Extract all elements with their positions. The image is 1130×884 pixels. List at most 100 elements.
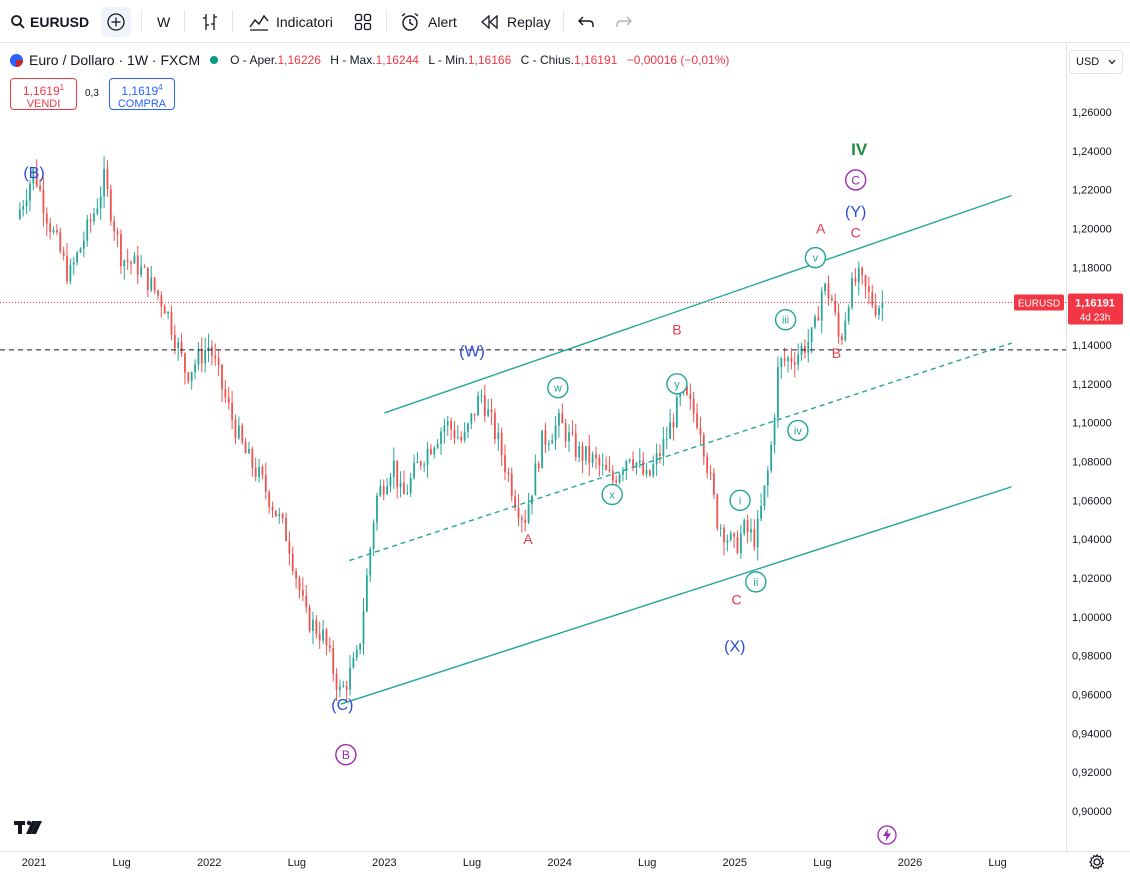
axes: 1,260001,240001,220001,200001,180001,160…: [22, 107, 1123, 869]
candle-body: [382, 486, 385, 495]
replay-button[interactable]: Replay: [481, 0, 551, 43]
candle-body: [867, 286, 870, 292]
x-tick-label: 2026: [898, 857, 922, 869]
y-tick-label: 1,26000: [1072, 107, 1112, 119]
candle-body: [433, 447, 436, 455]
candle-body: [497, 432, 500, 440]
candle-body: [268, 491, 271, 508]
candle-body: [89, 219, 92, 222]
candle-body: [224, 388, 227, 398]
high-label: H - Max.: [330, 53, 376, 67]
last-price-tag: 1,16191: [1075, 297, 1115, 309]
candles: [18, 156, 884, 702]
change-value: −0,00016 (−0,01%): [626, 53, 730, 67]
candle-body: [160, 295, 163, 307]
candle-body: [537, 463, 540, 469]
candle-body: [167, 311, 169, 314]
buy-button[interactable]: 1,16194 COMPRA: [109, 78, 175, 110]
candle-body: [146, 267, 149, 291]
candle-body: [416, 461, 419, 463]
candle-body: [706, 456, 709, 473]
symbol-search[interactable]: EURUSD: [10, 0, 89, 43]
lightning-icon[interactable]: [877, 825, 897, 845]
chart-type-button[interactable]: [200, 0, 220, 43]
candle-body: [830, 298, 833, 301]
candle-body: [773, 417, 776, 445]
candle-body: [308, 607, 311, 631]
candle-body: [234, 419, 237, 438]
buy-price-sup: 4: [158, 83, 163, 92]
undo-button[interactable]: [577, 0, 595, 43]
channel-upper-line: [384, 194, 1012, 414]
candle-body: [369, 548, 372, 576]
gear-icon[interactable]: [1088, 853, 1106, 871]
wave-label: C: [851, 173, 860, 187]
candle-body: [581, 445, 584, 461]
alert-button[interactable]: Alert: [400, 0, 457, 43]
candle-body: [251, 448, 254, 468]
candle-body: [463, 431, 466, 440]
interval-button[interactable]: W: [157, 13, 171, 30]
compare-button[interactable]: [101, 0, 131, 43]
candle-body: [190, 371, 193, 382]
indicators-button[interactable]: Indicatori: [248, 0, 333, 43]
candle-body: [719, 527, 722, 529]
candle-body: [500, 432, 503, 456]
candle-body: [571, 432, 574, 434]
time-axis-border: [0, 851, 1130, 852]
candle-body: [180, 341, 183, 354]
candle-body: [558, 412, 560, 426]
y-tick-label: 1,24000: [1072, 146, 1112, 158]
y-tick-label: 0,92000: [1072, 767, 1112, 779]
tradingview-logo-icon: [14, 820, 42, 834]
candle-body: [372, 522, 375, 549]
wave-label: w: [553, 383, 562, 395]
candle-body: [52, 230, 55, 233]
bar-countdown: 4d 23h: [1080, 312, 1111, 323]
candle-body: [359, 643, 362, 650]
redo-icon: [616, 16, 632, 27]
candle-body: [109, 189, 112, 221]
candle-body: [588, 446, 591, 463]
candle-body: [487, 409, 490, 417]
sell-button[interactable]: 1,16191 VENDI: [10, 78, 77, 110]
y-tick-label: 1,22000: [1072, 185, 1112, 197]
y-tick-label: 1,02000: [1072, 573, 1112, 585]
candle-body: [18, 209, 21, 219]
drawings: [0, 194, 1066, 705]
x-tick-label: 2022: [197, 857, 221, 869]
candle-body: [271, 507, 274, 511]
candle-body: [709, 472, 712, 474]
candle-body: [692, 398, 695, 414]
candle-body: [305, 595, 308, 608]
candle-body: [584, 446, 587, 461]
y-tick-label: 1,18000: [1072, 262, 1112, 274]
layouts-button[interactable]: [354, 0, 372, 43]
candle-body: [72, 262, 75, 265]
candle-body: [322, 629, 324, 641]
candle-body: [244, 442, 247, 454]
y-tick-label: 1,12000: [1072, 379, 1112, 391]
candle-body: [797, 354, 800, 365]
candle-body: [298, 578, 301, 591]
candle-body: [261, 466, 264, 475]
candle-body: [35, 168, 38, 186]
candle-body: [679, 392, 682, 398]
currency-select[interactable]: USD: [1069, 50, 1123, 74]
candle-body: [655, 453, 658, 465]
candle-body: [763, 485, 766, 506]
alert-label: Alert: [428, 13, 457, 30]
sell-label: VENDI: [26, 98, 61, 110]
candle-body: [342, 685, 345, 687]
candle-body: [79, 248, 82, 253]
redo-button[interactable]: [615, 0, 633, 43]
candle-body: [39, 185, 41, 190]
candle-body: [810, 327, 813, 342]
candle-body: [675, 397, 678, 428]
chart-title: Euro / Dollaro · 1W · FXCM: [29, 52, 201, 68]
tradingview-logo[interactable]: [14, 818, 44, 841]
candles-icon: [203, 13, 217, 30]
candle-body: [622, 470, 624, 475]
candle-body: [470, 413, 473, 424]
